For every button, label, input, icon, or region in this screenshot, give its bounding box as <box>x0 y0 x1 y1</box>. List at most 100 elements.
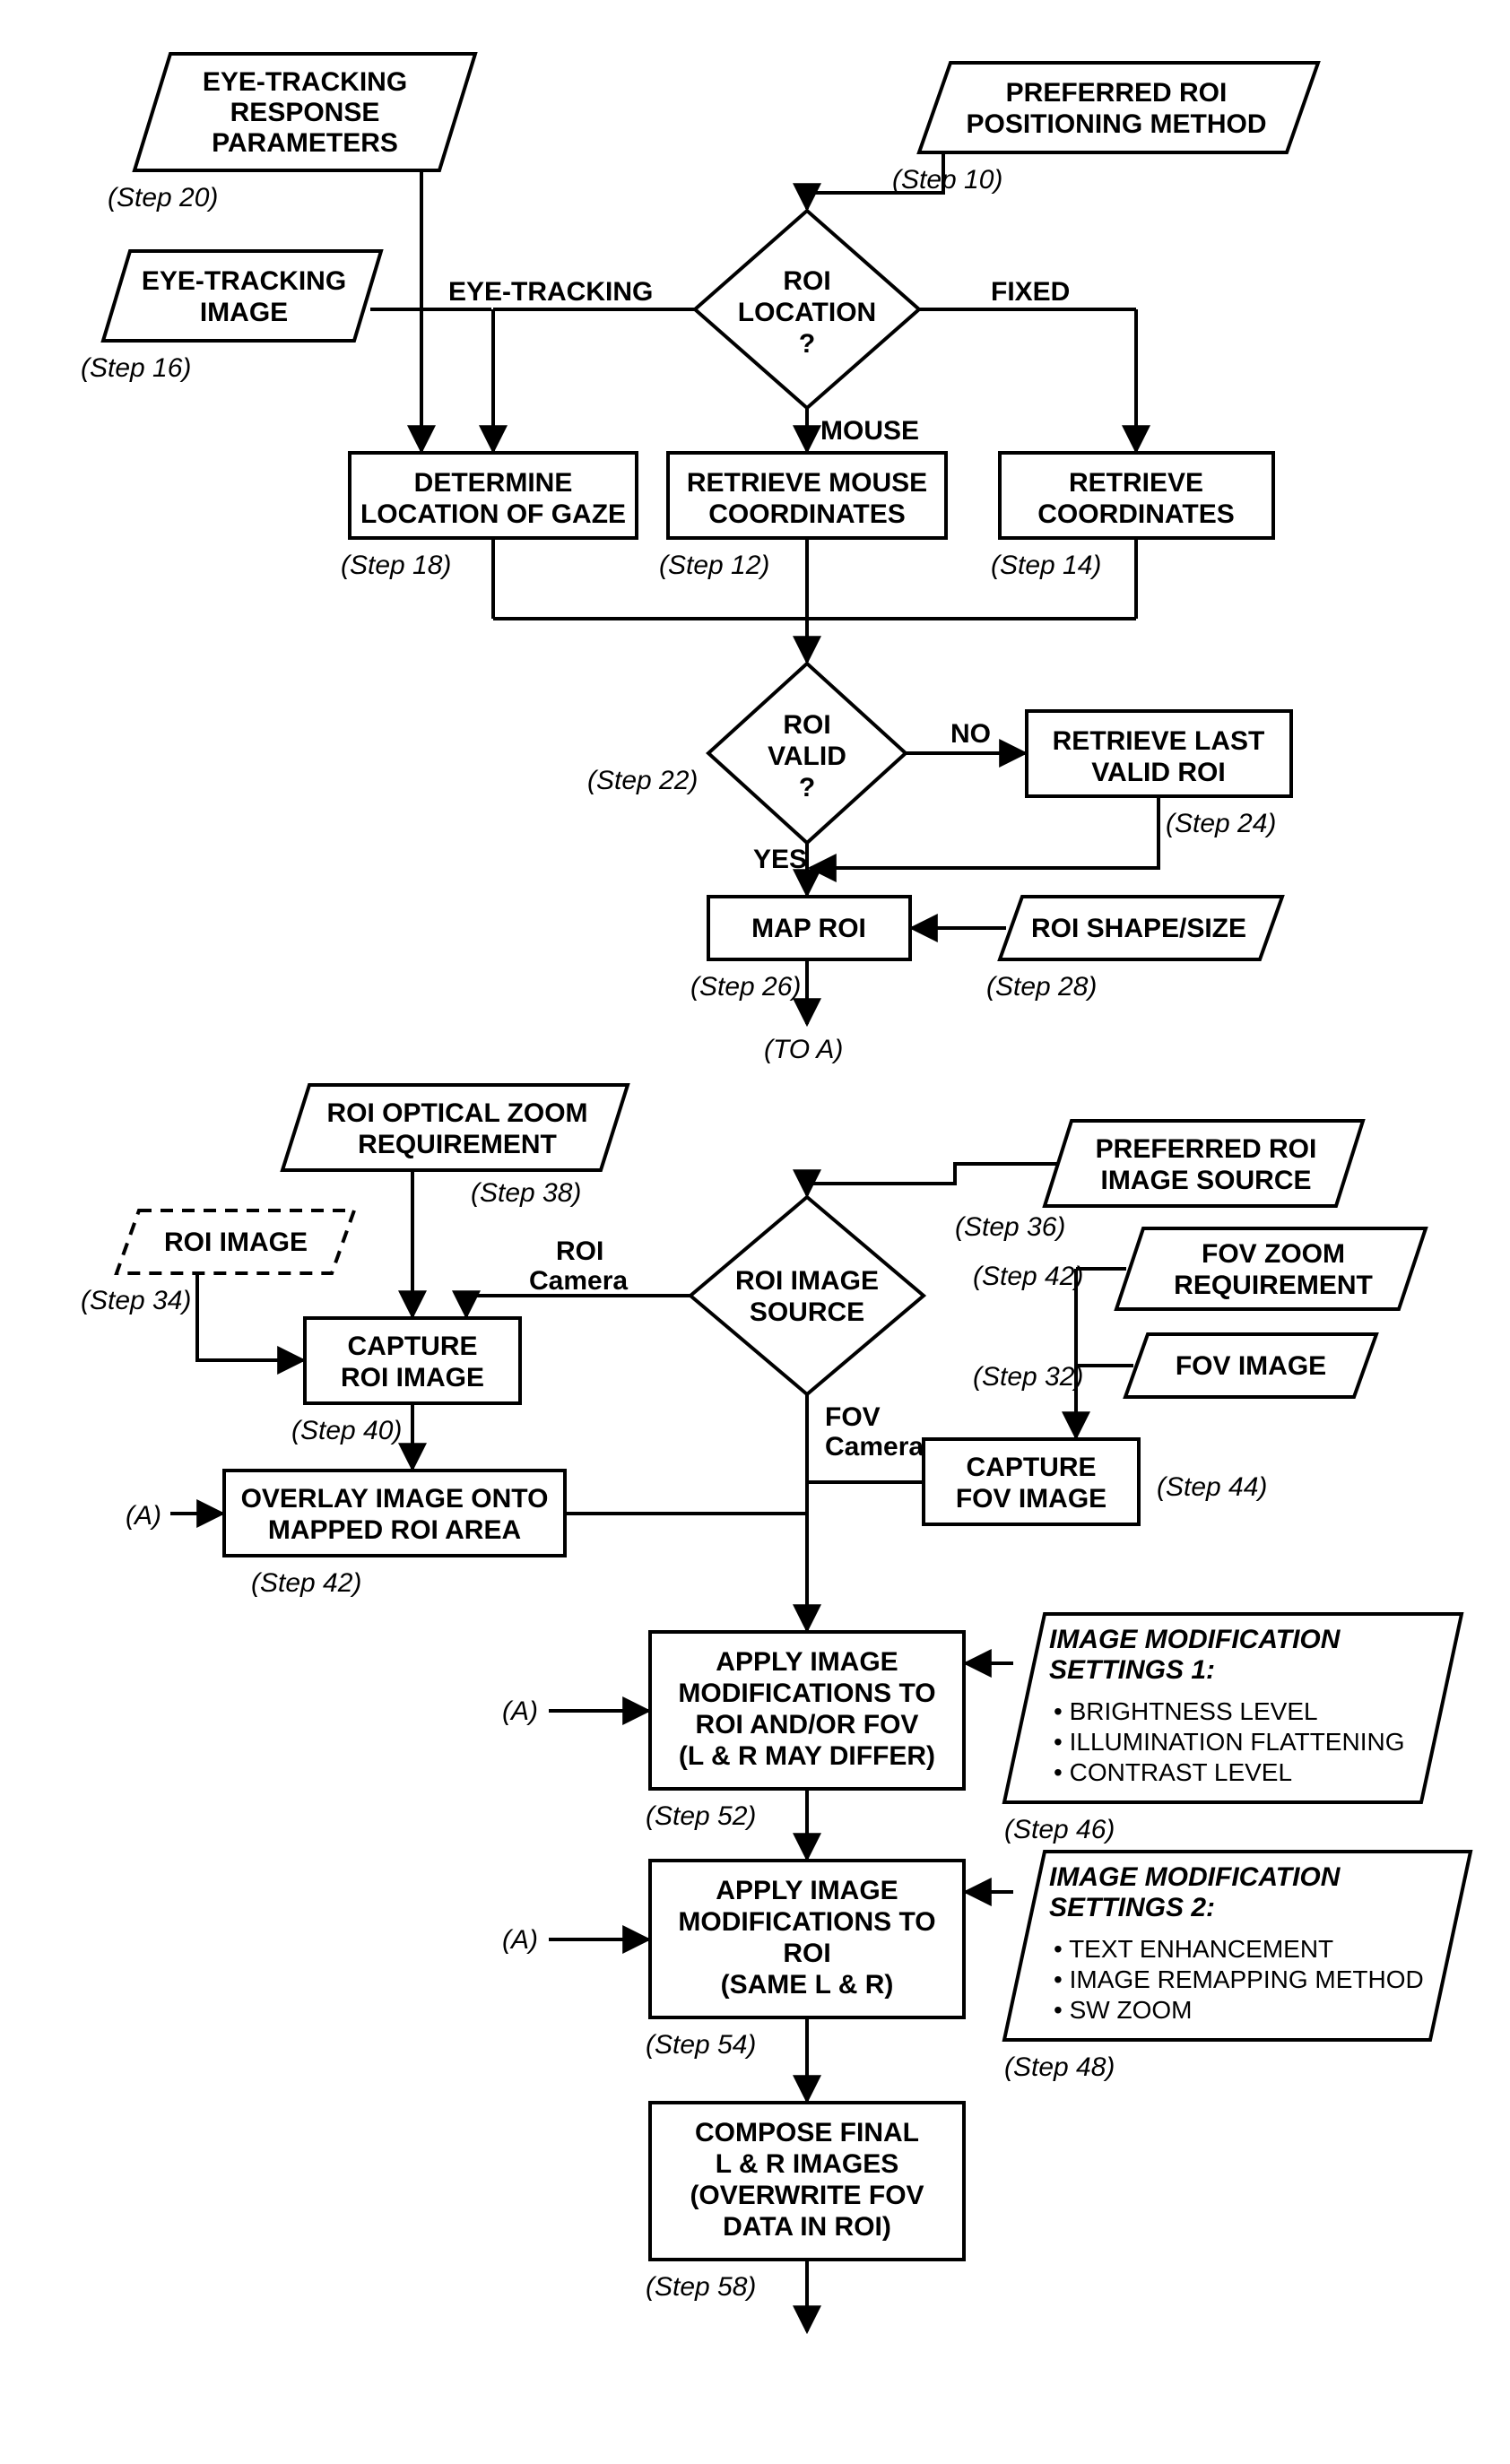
edgelabel-fov-camera-1: FOV <box>825 1402 881 1432</box>
edgelabel-mouse: MOUSE <box>820 416 919 446</box>
decision-roi-location: ROI LOCATION ? <box>695 211 919 408</box>
svg-text:ROI AND/OR FOV: ROI AND/OR FOV <box>696 1710 919 1740</box>
decision-roi-image-source: ROI IMAGE SOURCE <box>690 1197 924 1394</box>
node-step36: PREFERRED ROI IMAGE SOURCE <box>1045 1121 1363 1206</box>
svg-text:(L & R MAY DIFFER): (L & R MAY DIFFER) <box>679 1741 935 1771</box>
svg-text:?: ? <box>799 329 815 359</box>
node-step58: COMPOSE FINAL L & R IMAGES (OVERWRITE FO… <box>650 2103 964 2260</box>
svg-text:MAP ROI: MAP ROI <box>751 914 866 943</box>
svg-text:ROI SHAPE/SIZE: ROI SHAPE/SIZE <box>1031 914 1246 943</box>
svg-text:ROI OPTICAL ZOOM: ROI OPTICAL ZOOM <box>326 1098 587 1128</box>
label-step18: (Step 18) <box>341 551 451 580</box>
svg-text:POSITIONING METHOD: POSITIONING METHOD <box>966 109 1266 139</box>
node-step20: EYE-TRACKING RESPONSE PARAMETERS <box>135 54 475 170</box>
svg-text:MODIFICATIONS TO: MODIFICATIONS TO <box>678 1679 935 1708</box>
flowchart: EYE-TRACKING RESPONSE PARAMETERS (Step 2… <box>0 0 1510 2464</box>
svg-text:APPLY IMAGE: APPLY IMAGE <box>716 1647 898 1677</box>
label-step16: (Step 16) <box>81 353 191 383</box>
svg-text:ROI IMAGE: ROI IMAGE <box>341 1363 484 1393</box>
node-step16: EYE-TRACKING IMAGE <box>103 251 381 341</box>
label-step20: (Step 20) <box>108 183 218 213</box>
svg-text:DATA IN ROI): DATA IN ROI) <box>723 2212 891 2242</box>
node-step28: ROI SHAPE/SIZE <box>1000 897 1282 959</box>
edge-n36-dsrc <box>807 1164 1058 1195</box>
label-step52: (Step 52) <box>646 1801 756 1831</box>
svg-text:CAPTURE: CAPTURE <box>347 1332 477 1361</box>
svg-text:IMAGE: IMAGE <box>200 298 288 327</box>
node-step10: PREFERRED ROI POSITIONING METHOD <box>919 63 1318 152</box>
svg-text:APPLY IMAGE: APPLY IMAGE <box>716 1876 898 1905</box>
label-step46: (Step 46) <box>1004 1815 1115 1844</box>
svg-text:RESPONSE: RESPONSE <box>230 98 380 127</box>
svg-text:FOV IMAGE: FOV IMAGE <box>1176 1351 1326 1381</box>
node-step18: DETERMINE LOCATION OF GAZE <box>350 453 637 538</box>
svg-text:L & R IMAGES: L & R IMAGES <box>716 2149 898 2179</box>
svg-text:MODIFICATIONS TO: MODIFICATIONS TO <box>678 1907 935 1937</box>
svg-text:PREFERRED ROI: PREFERRED ROI <box>1096 1134 1317 1164</box>
label-step12: (Step 12) <box>659 551 769 580</box>
svg-text:RETRIEVE LAST: RETRIEVE LAST <box>1053 726 1265 756</box>
edge-n24-back <box>811 796 1159 868</box>
svg-text:ROI: ROI <box>783 266 830 296</box>
node-step54: APPLY IMAGE MODIFICATIONS TO ROI (SAME L… <box>650 1861 964 2017</box>
svg-text:FOV IMAGE: FOV IMAGE <box>956 1484 1106 1514</box>
decision-roi-valid: ROI VALID ? <box>708 664 906 843</box>
svg-text:• IMAGE REMAPPING METHOD: • IMAGE REMAPPING METHOD <box>1054 1965 1424 1993</box>
edge-dsrc-roi <box>466 1296 690 1316</box>
node-step42b: FOV ZOOM REQUIREMENT <box>1116 1228 1426 1309</box>
svg-text:RETRIEVE MOUSE: RETRIEVE MOUSE <box>687 468 927 498</box>
label-step14: (Step 14) <box>991 551 1101 580</box>
svg-text:• BRIGHTNESS LEVEL: • BRIGHTNESS LEVEL <box>1054 1697 1318 1725</box>
svg-text:DETERMINE: DETERMINE <box>414 468 573 498</box>
svg-text:OVERLAY IMAGE ONTO: OVERLAY IMAGE ONTO <box>241 1484 549 1514</box>
edge-n34-n40 <box>197 1273 303 1360</box>
svg-text:• ILLUMINATION FLATTENING: • ILLUMINATION FLATTENING <box>1054 1728 1404 1756</box>
label-step44: (Step 44) <box>1157 1472 1267 1502</box>
node-step14: RETRIEVE COORDINATES <box>1000 453 1273 538</box>
node-step38: ROI OPTICAL ZOOM REQUIREMENT <box>282 1085 628 1170</box>
label-step38: (Step 38) <box>471 1178 581 1208</box>
svg-text:PARAMETERS: PARAMETERS <box>212 128 398 158</box>
svg-text:COMPOSE FINAL: COMPOSE FINAL <box>695 2118 919 2147</box>
edgelabel-roi-camera-1: ROI <box>556 1236 603 1266</box>
svg-text:(SAME L & R): (SAME L & R) <box>721 1970 894 2000</box>
svg-text:IMAGE SOURCE: IMAGE SOURCE <box>1100 1166 1311 1195</box>
edgelabel-fov-camera-2: Camera <box>825 1432 924 1462</box>
svg-text:SOURCE: SOURCE <box>750 1297 864 1327</box>
node-step52: APPLY IMAGE MODIFICATIONS TO ROI AND/OR … <box>650 1632 964 1789</box>
node-step44: CAPTURE FOV IMAGE <box>924 1439 1139 1524</box>
label-step10: (Step 10) <box>892 165 1002 195</box>
svg-text:REQUIREMENT: REQUIREMENT <box>1174 1271 1373 1300</box>
label-step42b: (Step 42) <box>973 1262 1083 1291</box>
svg-text:ROI: ROI <box>783 1939 830 1968</box>
svg-text:COORDINATES: COORDINATES <box>708 499 905 529</box>
label-step28: (Step 28) <box>986 972 1097 1002</box>
svg-text:ROI IMAGE: ROI IMAGE <box>735 1266 879 1296</box>
node-step46: IMAGE MODIFICATION SETTINGS 1: • BRIGHTN… <box>1004 1614 1462 1802</box>
label-step54: (Step 54) <box>646 2030 756 2060</box>
label-A-in3: (A) <box>502 1925 538 1955</box>
svg-text:ROI IMAGE: ROI IMAGE <box>164 1228 308 1257</box>
label-A-in1: (A) <box>126 1501 161 1531</box>
label-to-a: (TO A) <box>764 1035 843 1064</box>
svg-text:• SW ZOOM: • SW ZOOM <box>1054 1996 1192 2024</box>
node-step34: ROI IMAGE <box>117 1210 354 1273</box>
svg-text:ROI: ROI <box>783 710 830 740</box>
svg-text:CAPTURE: CAPTURE <box>966 1453 1096 1482</box>
label-step22: (Step 22) <box>587 766 698 795</box>
svg-text:RETRIEVE: RETRIEVE <box>1069 468 1203 498</box>
label-step48: (Step 48) <box>1004 2052 1115 2082</box>
svg-text:EYE-TRACKING: EYE-TRACKING <box>203 67 407 97</box>
label-step26: (Step 26) <box>690 972 801 1002</box>
node-step42: OVERLAY IMAGE ONTO MAPPED ROI AREA <box>224 1471 565 1556</box>
svg-text:SETTINGS 2:: SETTINGS 2: <box>1049 1893 1215 1922</box>
svg-text:LOCATION: LOCATION <box>738 298 876 327</box>
label-step58: (Step 58) <box>646 2272 756 2302</box>
svg-text:VALID: VALID <box>768 742 846 771</box>
label-step32: (Step 32) <box>973 1362 1083 1392</box>
label-step42: (Step 42) <box>251 1568 361 1598</box>
node-step32: FOV IMAGE <box>1125 1334 1376 1397</box>
svg-text:PREFERRED ROI: PREFERRED ROI <box>1006 78 1228 108</box>
node-step48: IMAGE MODIFICATION SETTINGS 2: • TEXT EN… <box>1004 1852 1471 2040</box>
edgelabel-roi-camera-2: Camera <box>529 1266 628 1296</box>
